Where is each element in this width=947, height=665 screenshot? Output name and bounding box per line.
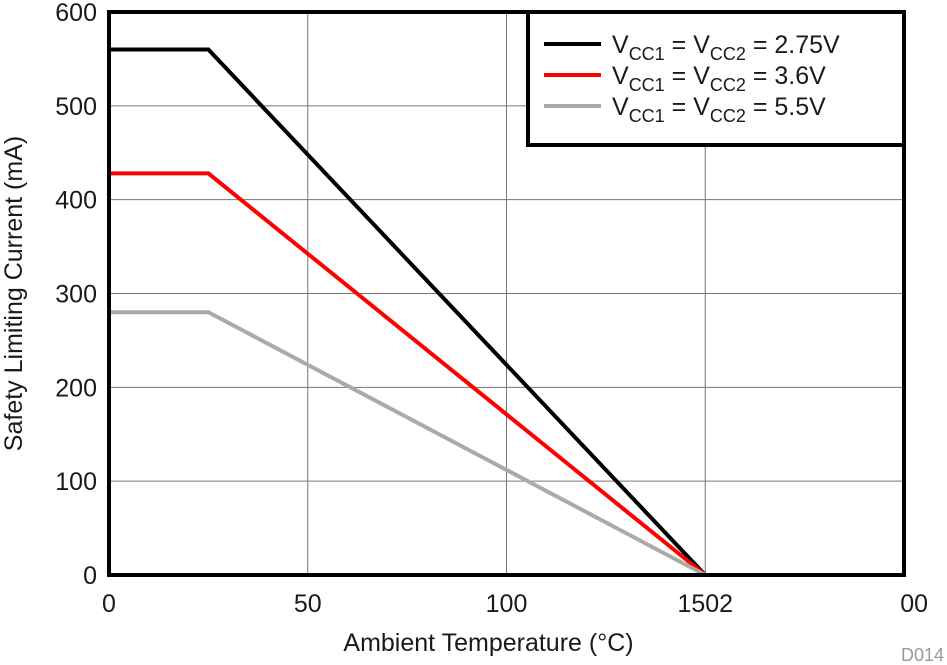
- y-tick-label: 0: [83, 562, 97, 590]
- series-line-3: [109, 310, 707, 577]
- y-tick-label: 300: [55, 281, 97, 309]
- legend-entry-1: VCC1 = VCC2 = 2.75V: [612, 31, 840, 64]
- legend-box: [526, 10, 906, 147]
- x-tick-label: 50: [294, 590, 322, 618]
- legend-entry-3: VCC1 = VCC2 = 5.5V: [612, 93, 826, 126]
- x-tick-label: 100: [486, 590, 528, 618]
- plot-frame: [107, 10, 906, 577]
- y-tick-label: 200: [55, 374, 97, 402]
- series-line-2: [109, 171, 707, 577]
- x-tick-label: 00: [900, 590, 928, 618]
- y-tick-labels: 0 100 200 300 400 500 600: [55, 0, 97, 590]
- series-lines: [109, 47, 707, 577]
- series-line-1: [109, 47, 707, 577]
- x-tick-labels: 0 50 100 1502 00: [102, 590, 928, 618]
- x-tick-label: 0: [102, 590, 116, 618]
- y-tick-label: 400: [55, 187, 97, 215]
- legend-entry-2: VCC1 = VCC2 = 3.6V: [612, 62, 826, 95]
- y-tick-label: 500: [55, 93, 97, 121]
- x-tick-label: 1502: [677, 590, 733, 618]
- y-tick-label: 100: [55, 468, 97, 496]
- y-tick-label: 600: [55, 0, 97, 27]
- x-axis-label: Ambient Temperature (°C): [343, 629, 633, 657]
- y-axis-label: Safety Limiting Current (mA): [0, 136, 28, 451]
- figure-id: D014: [901, 645, 944, 665]
